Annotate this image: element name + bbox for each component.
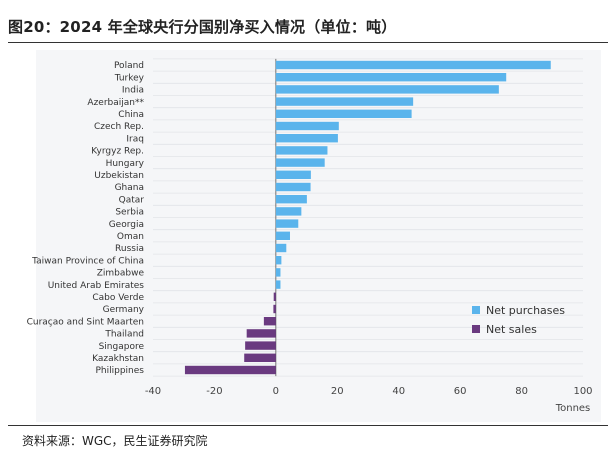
source-note: 资料来源：WGC，民生证券研究院: [22, 434, 208, 448]
bar-net-sale: [245, 341, 276, 350]
x-tick-label: 0: [273, 386, 279, 397]
category-label: Kazakhstan: [92, 354, 144, 364]
bar-net-purchase: [275, 170, 311, 179]
legend-swatch-net-sales: [472, 325, 480, 333]
category-label: Curaçao and Sint Maarten: [27, 317, 144, 327]
category-label: Poland: [114, 61, 144, 71]
bar-net-purchase: [275, 121, 339, 131]
bar-net-purchase: [275, 134, 338, 143]
figure-title: 图20：2024 年全球央行分国别净买入情况（单位：吨）: [8, 18, 397, 36]
x-tick-label: 80: [515, 386, 528, 397]
bar-net-purchase: [275, 97, 414, 106]
category-label: Czech Rep.: [94, 122, 144, 132]
bar-net-purchase: [275, 85, 499, 94]
bar-net-purchase: [275, 60, 551, 70]
category-label: Turkey: [114, 73, 145, 83]
bar-net-purchase: [275, 231, 290, 240]
category-label: Qatar: [119, 195, 145, 205]
category-label: Georgia: [109, 220, 144, 230]
category-label: Zimbabwe: [97, 269, 145, 279]
bottom-rule: [8, 425, 608, 426]
top-rule: [8, 42, 608, 43]
bar-net-purchase: [275, 195, 307, 204]
bar-net-purchase: [275, 219, 299, 228]
x-tick-label: 100: [573, 386, 592, 397]
bar-net-purchase: [275, 268, 281, 277]
category-label: Taiwan Province of China: [31, 256, 144, 266]
bar-net-purchase: [275, 146, 328, 155]
bar-net-purchase: [275, 109, 412, 118]
category-label: Uzbekistan: [94, 171, 144, 181]
category-label: Thailand: [104, 330, 144, 340]
x-axis-label: Tonnes: [555, 403, 591, 414]
category-label: Azerbaijan**: [87, 98, 144, 108]
bar-net-sale: [244, 353, 276, 362]
category-label: United Arab Emirates: [48, 281, 145, 291]
category-label: Oman: [117, 232, 144, 242]
category-label: Hungary: [106, 159, 145, 169]
category-label: Serbia: [115, 208, 144, 218]
x-tick-label: -20: [206, 386, 222, 397]
bar-net-sale: [273, 304, 276, 314]
category-label: Philippines: [96, 366, 145, 376]
bar-chart: Poland Turkey India Azerbaijan** China Czech …: [27, 58, 593, 414]
category-label: Ghana: [115, 183, 144, 193]
bar-net-sale: [184, 365, 276, 375]
x-tick-label: -40: [145, 386, 161, 397]
bar-net-sale: [273, 292, 276, 301]
legend-label-net-sales: Net sales: [486, 323, 537, 336]
category-label: India: [122, 86, 144, 96]
legend-swatch-net-purchases: [472, 306, 480, 314]
bar-net-sale: [263, 317, 276, 326]
category-label: Germany: [103, 305, 145, 315]
category-label: Kyrgyz Rep.: [91, 147, 144, 157]
category-label: Russia: [115, 244, 144, 254]
bar-net-purchase: [275, 207, 302, 216]
bar-net-purchase: [275, 73, 507, 82]
bar-net-purchase: [275, 182, 311, 192]
category-label: China: [118, 110, 144, 120]
bar-net-purchase: [275, 280, 281, 289]
bar-net-purchase: [275, 256, 282, 265]
bar-net-purchase: [275, 158, 325, 167]
legend-label-net-purchases: Net purchases: [486, 304, 565, 317]
x-tick-label: 40: [392, 386, 405, 397]
x-tick-label: 20: [331, 386, 344, 397]
category-label: Singapore: [99, 342, 145, 352]
x-tick-label: 60: [454, 386, 467, 397]
bar-net-purchase: [275, 243, 287, 253]
category-label: Cabo Verde: [92, 293, 144, 303]
category-label: Iraq: [126, 134, 144, 144]
bar-net-sale: [246, 329, 276, 338]
